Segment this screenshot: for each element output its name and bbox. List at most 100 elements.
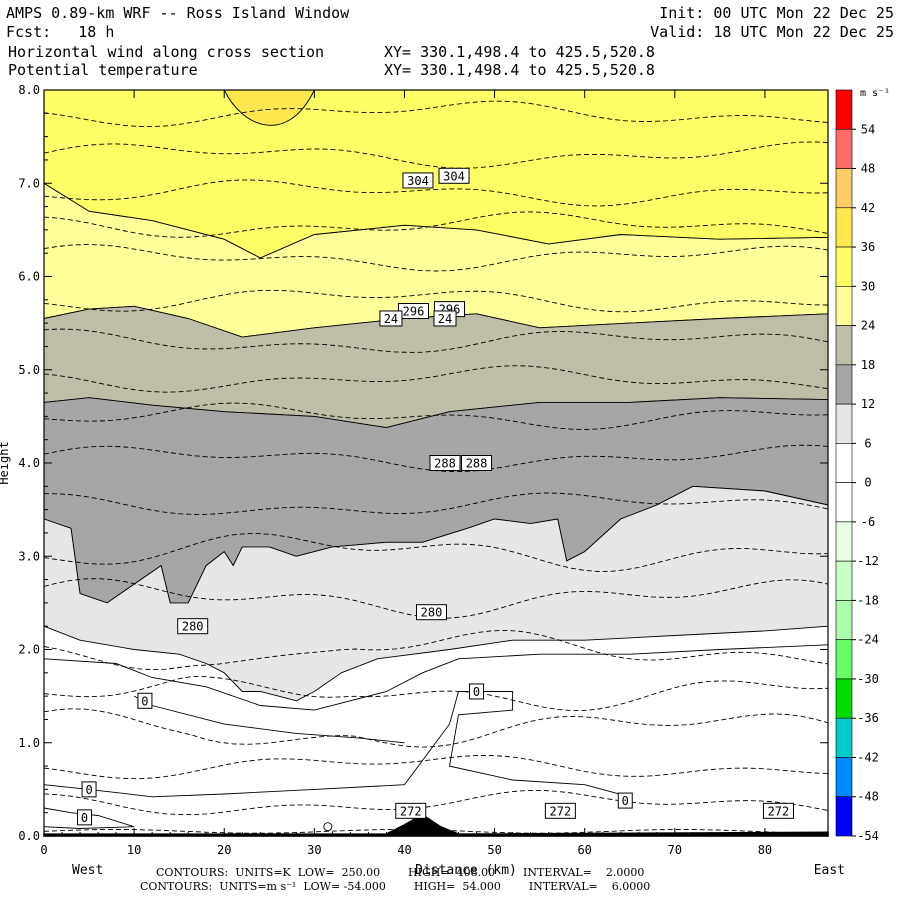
colorbar-swatch [835, 443, 853, 483]
isentrope-296-label: 296 [403, 305, 425, 319]
isentrope-contours [43, 100, 829, 834]
y-tick-label: 8.0 [18, 83, 40, 97]
isentrope-280-label: 280 [182, 620, 204, 634]
x-west-label: West [72, 863, 103, 878]
wind-contour-0-box [137, 692, 153, 709]
isentrope-282 [43, 629, 829, 671]
x-east-label: East [814, 863, 845, 878]
y-tick-label: 0.0 [18, 829, 40, 843]
colorbar-swatch [835, 796, 853, 837]
colorbar-label: -54 [857, 829, 879, 843]
colorbar-swatch [835, 600, 853, 640]
footer-contours-wind: CONTOURS: UNITS=m s⁻¹ LOW= -54.000 HIGH=… [140, 880, 651, 893]
colorbar-label: -6 [861, 515, 875, 529]
isentrope-304 [43, 179, 829, 207]
colorbar-label: -12 [857, 554, 879, 568]
y-tick-label: 6.0 [18, 270, 40, 284]
isentrope-306 [43, 141, 829, 169]
colorbar-label: -42 [857, 750, 879, 764]
y-axis-label: Height [0, 441, 11, 484]
wind-contour-0-box [81, 781, 97, 798]
isentrope-288 [43, 492, 829, 515]
isentrope-272-label: 272 [768, 804, 790, 818]
x-tick-label: 40 [397, 843, 411, 857]
isentrope-304-box [438, 167, 470, 184]
colorbar-label: -30 [857, 672, 879, 686]
colorbar-label: 18 [861, 358, 875, 372]
isentrope-288-box [461, 455, 493, 471]
wind-contour-0-box [617, 792, 633, 809]
colorbar-label: 24 [861, 319, 875, 333]
colorbar-swatch [835, 325, 853, 366]
colorbar-swatch [835, 403, 853, 444]
isentrope-294 [43, 365, 829, 393]
colorbar-swatch [835, 639, 853, 680]
wind-zero-contour-0 [43, 644, 829, 711]
colorbar-label: 30 [861, 279, 875, 293]
y-tick-label: 3.0 [18, 549, 40, 563]
colorbar-swatch [835, 757, 853, 798]
colorbar-swatch [835, 560, 853, 601]
colorbar-label: -18 [857, 593, 879, 607]
isentrope-272-label: 272 [400, 804, 422, 818]
isentrope-272-box [544, 802, 576, 819]
colorbar-label: -36 [857, 711, 879, 725]
colorbar-label: -24 [857, 633, 879, 647]
isentrope-288-box [429, 455, 461, 471]
isentrope-304-label: 304 [443, 169, 465, 183]
isentrope-296 [43, 328, 829, 353]
isentrope-272-label: 272 [550, 804, 572, 818]
colorbar-label: 54 [861, 122, 875, 136]
isentrope-274 [43, 789, 829, 816]
x-tick-label: 60 [577, 843, 591, 857]
x-tick-label: 0 [40, 843, 47, 857]
wind-zero-contour-1 [43, 691, 630, 798]
wind-contour-0-label: 0 [85, 783, 92, 797]
x-tick-label: 30 [307, 843, 321, 857]
isentrope-288-label: 288 [466, 457, 488, 471]
valid-time: Valid: 18 UTC Mon 22 Dec 25 [650, 23, 894, 41]
y-tick-label: 1.0 [18, 736, 40, 750]
isentrope-272-box [395, 802, 427, 819]
colorbar-label: 0 [864, 476, 871, 490]
colorbar-swatch [835, 364, 853, 405]
isentrope-298 [43, 289, 829, 313]
isentrope-276 [43, 755, 829, 780]
isentrope-280-label: 280 [421, 606, 443, 620]
colorbar-swatch [835, 246, 853, 287]
wind-band-4 [43, 485, 829, 702]
field1-name: Horizontal wind along cross section [8, 43, 325, 61]
isentrope-300 [43, 244, 829, 272]
init-time: Init: 00 UTC Mon 22 Dec 25 [659, 4, 894, 22]
y-tick-label: 5.0 [18, 363, 40, 377]
colorbar-swatch [835, 717, 853, 758]
wind-contour-0-box [77, 809, 93, 826]
colorbar-label: 48 [861, 162, 875, 176]
y-tick-label: 2.0 [18, 643, 40, 657]
wind-contour-0-label: 0 [622, 794, 629, 808]
isentrope-308 [43, 100, 829, 128]
wind-contour-0-label: 0 [81, 811, 88, 825]
wind-contour-24-box [433, 310, 457, 327]
isentrope-288-label: 288 [434, 457, 456, 471]
wind-contour-0-box [469, 683, 485, 700]
colorbar-swatch [835, 678, 853, 719]
x-tick-label: 50 [487, 843, 501, 857]
wind-contour-24-label: 24 [384, 312, 398, 326]
colorbar-label: 36 [861, 240, 875, 254]
colorbar-swatch [835, 128, 853, 169]
colorbar-swatch [835, 286, 853, 326]
x-tick-label: 80 [758, 843, 772, 857]
colorbar-label: 12 [861, 397, 875, 411]
wind-band-top-cell [223, 89, 315, 126]
y-tick-label: 4.0 [18, 456, 40, 470]
isentrope-280-box [415, 604, 447, 621]
colorbar-label: 6 [864, 436, 871, 450]
colorbar-swatch [835, 521, 853, 562]
isentrope-302 [43, 211, 829, 238]
isentrope-280-box [177, 618, 209, 635]
wind-contour-24-label: 24 [438, 312, 452, 326]
x-tick-label: 10 [127, 843, 141, 857]
